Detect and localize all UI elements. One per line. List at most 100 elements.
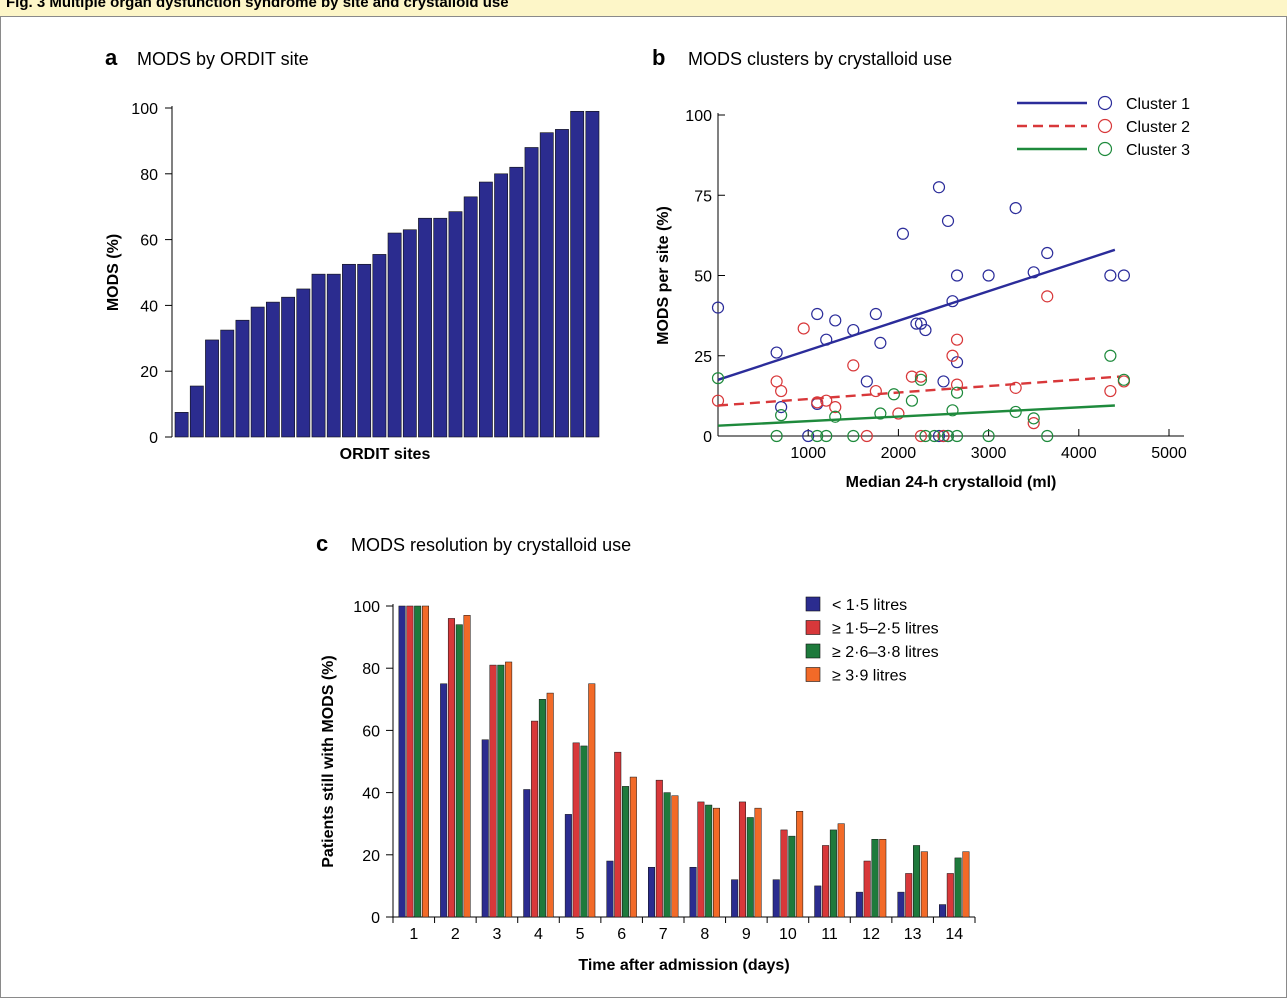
- panel-b-point-cluster-3: [811, 429, 824, 443]
- panel-a-bar: [418, 217, 432, 438]
- panel-c-bar-series-3: [788, 835, 796, 918]
- panel-b-point-cluster-2: [847, 359, 860, 372]
- panel-b-y-tick-label: 25: [694, 349, 712, 366]
- panel-c-bar-series-3: [829, 829, 837, 918]
- panel-c-bar-series-1: [939, 904, 947, 918]
- panel-c-legend-label: ≥ 1·5–2·5 litres: [832, 621, 939, 638]
- panel-b-point-cluster-3: [950, 429, 964, 443]
- panel-c-bar-series-2: [531, 720, 539, 918]
- panel-a-bar: [448, 211, 463, 438]
- panel-b-point-cluster-1: [829, 314, 842, 327]
- panel-b-point-cluster-3: [820, 429, 833, 443]
- panel-b-point-cluster-1: [919, 323, 932, 337]
- panel-b-point-cluster-3: [829, 410, 842, 423]
- panel-c-x-tick-label: 5: [576, 926, 585, 943]
- panel-a-y-tick-label: 60: [140, 233, 158, 250]
- panel-c-title: MODS resolution by crystalloid use: [351, 535, 631, 555]
- panel-c-x-tick-label: 3: [492, 926, 501, 943]
- panel-c-legend-label: ≥ 2·6–3·8 litres: [832, 644, 939, 661]
- panel-c-y-tick-label: 0: [371, 910, 380, 927]
- panel-b-y-label: MODS per site (%): [655, 206, 672, 345]
- panel-c-bar-series-4: [671, 795, 679, 918]
- panel-c-x-tick-label: 9: [742, 926, 751, 943]
- panel-c-bar-series-2: [780, 829, 788, 918]
- panel-b-legend-label: Cluster 2: [1126, 119, 1190, 136]
- panel-b-point-cluster-2: [905, 370, 919, 383]
- panel-a-bar: [220, 329, 235, 438]
- panel-b-point-cluster-2: [770, 375, 783, 388]
- panel-b-x-tick-label: 1000: [790, 445, 826, 462]
- panel-c-bar-series-4: [421, 605, 429, 918]
- panel-c-bar-series-2: [572, 742, 580, 918]
- panel-b-x-tick-label: 4000: [1061, 445, 1097, 462]
- panel-c-bar-series-3: [871, 839, 879, 918]
- panel-b-point-cluster-3: [1104, 349, 1117, 362]
- panel-c-bar-series-2: [946, 873, 954, 918]
- panel-a-y-tick-label: 40: [140, 298, 158, 315]
- panel-c-legend-swatch-3: [805, 643, 821, 659]
- panel-a-letter: a: [105, 45, 118, 70]
- panel-b-point-cluster-1: [1117, 269, 1131, 282]
- panel-b-point-cluster-2: [775, 384, 788, 398]
- panel-b-y-tick-label: 75: [694, 188, 712, 205]
- panel-a-bar: [524, 147, 539, 438]
- panel-b-point-cluster-1: [811, 307, 824, 321]
- panel-b-point-cluster-3: [887, 388, 900, 401]
- panel-b-point-cluster-3: [847, 429, 860, 443]
- panel-c-bar-series-1: [855, 891, 863, 918]
- panel-b-point-cluster-2: [711, 394, 725, 407]
- panel-b-point-cluster-2: [797, 322, 810, 335]
- panel-b-point-cluster-3: [775, 409, 788, 422]
- panel-b-point-cluster-1: [820, 333, 833, 346]
- panel-b-point-cluster-1: [1027, 266, 1040, 279]
- panel-b-point-cluster-1: [941, 214, 955, 228]
- panel-c-bar-series-1: [398, 605, 406, 918]
- panel-b-point-cluster-2: [820, 394, 833, 407]
- panel-a-bar: [585, 110, 600, 438]
- panel-b-point-cluster-1: [932, 181, 946, 194]
- panel-b-point-cluster-3: [928, 429, 941, 443]
- panel-c-bar-series-1: [606, 860, 614, 918]
- panel-a-bar: [342, 263, 356, 438]
- panel-c-bar-series-4: [712, 807, 720, 918]
- panel-c-y-tick-label: 100: [353, 599, 380, 616]
- panel-c-bar-series-4: [629, 776, 637, 918]
- panel-a-bar: [265, 301, 280, 438]
- panel-b-legend-marker-1: [1097, 95, 1113, 111]
- panel-b-point-cluster-1: [770, 346, 783, 359]
- panel-b-legend-label: Cluster 1: [1126, 96, 1190, 113]
- panel-b-point-cluster-1: [1009, 201, 1022, 215]
- panel-b-point-cluster-1: [847, 323, 860, 337]
- panel-b-point-cluster-1: [910, 317, 923, 330]
- panel-b-point-cluster-3: [919, 429, 932, 443]
- panel-c-bar-series-1: [564, 814, 572, 918]
- panel-c-legend-swatch-4: [805, 667, 821, 682]
- panel-a-bar: [372, 254, 387, 438]
- panel-b-point-cluster-1: [946, 295, 959, 308]
- panel-b-fit-line-1: [717, 248, 1116, 381]
- panel-b-point-cluster-3: [982, 429, 995, 443]
- panel-c-bar-series-2: [489, 664, 497, 918]
- panel-b-point-cluster-2: [937, 429, 950, 443]
- panel-c-bar-series-1: [523, 789, 531, 918]
- panel-b-point-cluster-3: [1027, 412, 1040, 425]
- panel-c-bar-series-1: [481, 739, 489, 918]
- panel-b-point-cluster-2: [950, 378, 964, 391]
- panel-a-bar: [478, 181, 493, 438]
- panel-a-x-label: ORDIT sites: [340, 446, 431, 463]
- panel-b-point-cluster-1: [1041, 246, 1054, 260]
- panel-c-x-tick-label: 4: [534, 926, 543, 943]
- panel-b-point-cluster-1: [874, 336, 887, 350]
- panel-c-bar-series-3: [913, 845, 921, 918]
- panel-b-point-cluster-3: [905, 394, 919, 407]
- panel-b-point-cluster-3: [770, 429, 783, 443]
- panel-c-legend-swatch-2: [805, 620, 821, 635]
- panel-c-bar-series-4: [588, 683, 596, 918]
- panel-a-bar: [539, 132, 554, 438]
- panel-b-point-cluster-3: [1009, 405, 1022, 419]
- panel-a-y-tick-label: 0: [149, 430, 158, 447]
- panel-c-x-tick-label: 14: [945, 926, 963, 943]
- panel-c-x-label: Time after admission (days): [578, 957, 789, 974]
- panel-c-bar-series-3: [705, 804, 713, 918]
- panel-c-bar-series-2: [822, 845, 830, 918]
